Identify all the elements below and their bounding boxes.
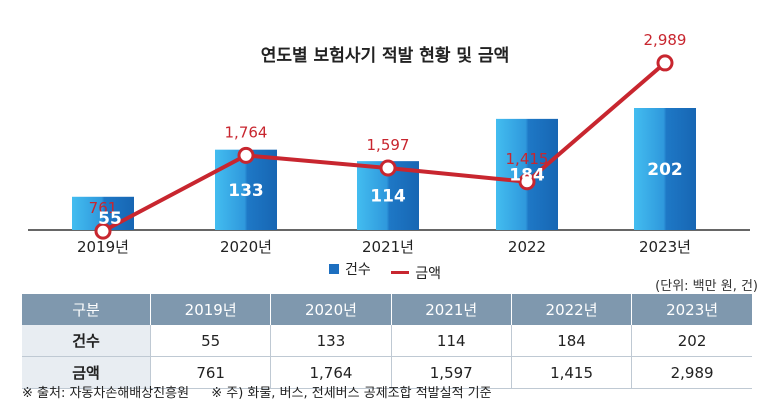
amount-point bbox=[656, 54, 674, 72]
table-header-cell: 2022년 bbox=[511, 294, 633, 325]
x-tick-label: 2023년 bbox=[639, 238, 691, 256]
chart-title: 연도별 보험사기 적발 현황 및 금액 bbox=[261, 45, 510, 66]
amount-point bbox=[94, 222, 112, 240]
bar-data-label: 202 bbox=[647, 160, 683, 180]
bar-data-label: 184 bbox=[509, 165, 545, 185]
amount-data-label: 1,764 bbox=[225, 123, 268, 141]
footnote-source: ※ 출처: 자동차손해배상진흥원 bbox=[22, 386, 190, 401]
unit-note: (단위: 백만 원, 건) bbox=[655, 279, 758, 294]
bar-data-label: 55 bbox=[98, 209, 122, 229]
table-cell: 55 bbox=[150, 325, 272, 357]
table-header-cell: 구분 bbox=[22, 294, 151, 325]
bar-data-label: 114 bbox=[370, 187, 406, 207]
footnotes: ※ 출처: 자동차손해배상진흥원 ※ 주) 화물, 버스, 전세버스 공제조합 … bbox=[22, 382, 510, 401]
x-tick-label: 2022 bbox=[508, 238, 546, 256]
table-cell: 1,415 bbox=[511, 356, 633, 389]
table-cell: 1,764 bbox=[270, 356, 392, 389]
legend-item-count: 건수 bbox=[329, 259, 371, 279]
chart-area: 연도별 보험사기 적발 현황 및 금액 761 1,764 1,597 1,415 2,… bbox=[28, 31, 750, 256]
table-row: 건수 55 133 114 184 202 bbox=[22, 325, 752, 357]
table-cell: 133 bbox=[270, 325, 392, 357]
x-tick-label: 2021년 bbox=[362, 238, 414, 256]
table-row-header: 건수 bbox=[22, 325, 151, 357]
bar-data-label: 133 bbox=[228, 181, 264, 201]
table-cell: 184 bbox=[511, 325, 633, 357]
table-row-header: 금액 bbox=[22, 356, 151, 389]
table-cell: 202 bbox=[631, 325, 752, 357]
footnote-note: ※ 주) 화물, 버스, 전세버스 공제조합 적발실적 기준 bbox=[211, 386, 492, 401]
amount-point bbox=[237, 146, 255, 164]
table-header-cell: 2021년 bbox=[391, 294, 512, 325]
x-tick-label: 2020년 bbox=[220, 238, 272, 256]
chart-legend: 건수 금액 bbox=[0, 259, 770, 283]
x-tick-label: 2019년 bbox=[77, 238, 129, 256]
legend-bar-swatch bbox=[329, 264, 339, 274]
amount-data-label: 1,597 bbox=[367, 136, 410, 154]
legend-label-amount: 금액 bbox=[415, 265, 441, 282]
table-cell: 2,989 bbox=[631, 356, 752, 389]
amount-data-label: 1,415 bbox=[506, 150, 549, 168]
table-cell: 114 bbox=[391, 325, 512, 357]
table-cell: 1,597 bbox=[391, 356, 512, 389]
data-table: 구분 2019년 2020년 2021년 2022년 2023년 건수 55 1… bbox=[22, 294, 752, 389]
table-header-row: 구분 2019년 2020년 2021년 2022년 2023년 bbox=[22, 294, 752, 325]
bar-2023년 bbox=[634, 108, 696, 230]
amount-data-label: 761 bbox=[89, 199, 118, 217]
table-header-cell: 2019년 bbox=[150, 294, 272, 325]
legend-line-swatch bbox=[391, 271, 410, 274]
legend-label-count: 건수 bbox=[345, 262, 371, 278]
amount-point bbox=[379, 159, 397, 177]
table-row: 금액 761 1,764 1,597 1,415 2,989 bbox=[22, 356, 752, 389]
table-cell: 761 bbox=[150, 356, 272, 389]
legend-item-amount: 금액 bbox=[391, 263, 441, 283]
table-header-cell: 2023년 bbox=[631, 294, 752, 325]
table-header-cell: 2020년 bbox=[270, 294, 392, 325]
amount-data-label: 2,989 bbox=[644, 31, 687, 49]
amount-point bbox=[518, 173, 536, 191]
